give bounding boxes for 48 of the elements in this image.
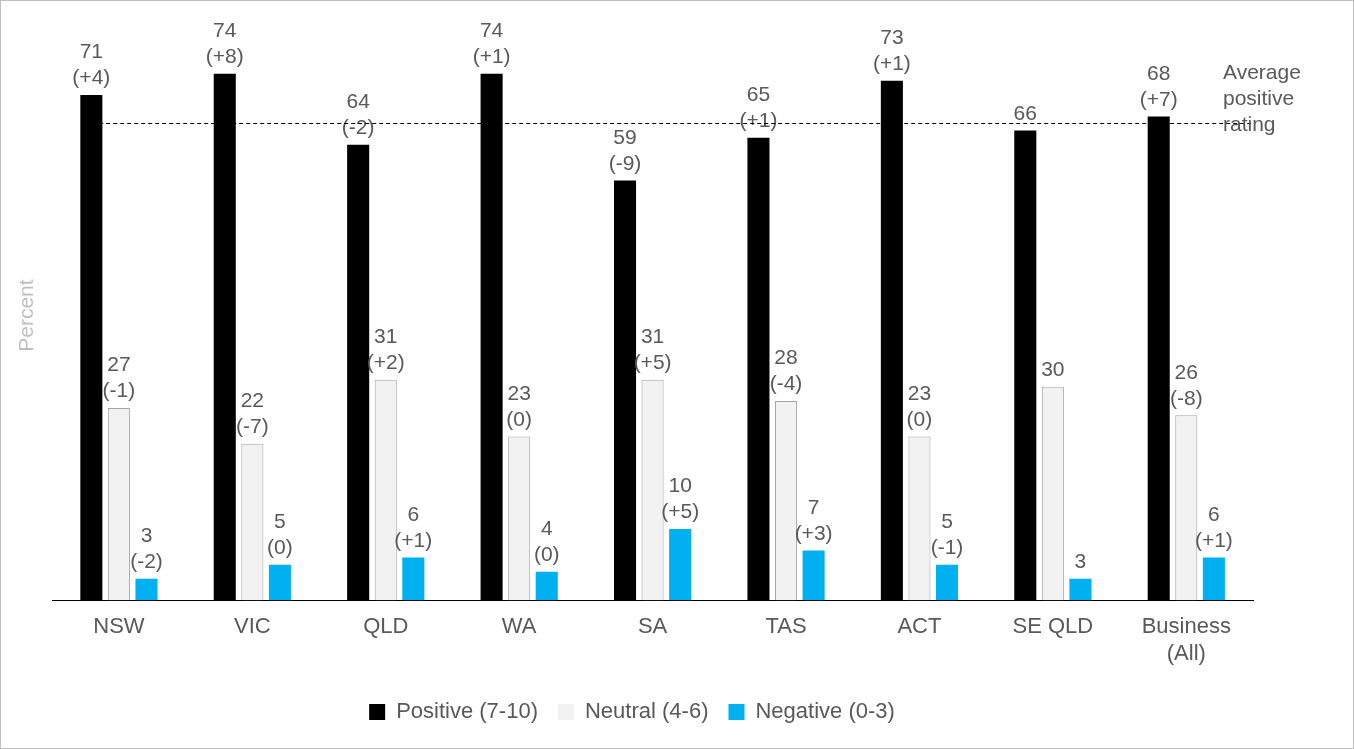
- data-label: 7 (+3): [794, 494, 833, 544]
- bar: [1069, 578, 1092, 601]
- data-label: 66: [1013, 100, 1037, 124]
- data-label: 6 (+1): [1194, 501, 1233, 551]
- data-label: 3: [1074, 549, 1087, 573]
- data-label: 74 (+1): [472, 17, 511, 67]
- bar: [402, 557, 425, 601]
- data-label: 4 (0): [533, 516, 560, 566]
- bar: [268, 564, 291, 601]
- bar: [669, 529, 692, 601]
- x-tick-label: VIC: [233, 613, 271, 639]
- bar: [135, 578, 158, 601]
- bar: [1202, 557, 1225, 601]
- data-label: 73 (+1): [872, 25, 911, 75]
- x-tick-label: Business (All): [1141, 613, 1231, 665]
- data-label: 28 (-4): [769, 345, 803, 395]
- data-label: 23 (0): [506, 380, 533, 430]
- data-label: 30: [1041, 357, 1065, 381]
- data-label: 71 (+4): [72, 39, 111, 89]
- bar: [535, 571, 558, 601]
- x-tick-label: QLD: [363, 613, 409, 639]
- data-label: 10 (+5): [661, 473, 700, 523]
- data-label: 6 (+1): [394, 501, 433, 551]
- data-label: 23 (0): [906, 380, 933, 430]
- x-tick-label: SE QLD: [1012, 613, 1094, 639]
- x-tick-label: TAS: [765, 613, 807, 639]
- x-tick-label: ACT: [897, 613, 942, 639]
- data-label: 5 (0): [267, 508, 293, 558]
- legend-label: Negative (0-3): [755, 698, 895, 724]
- data-label: 5 (-1): [930, 508, 964, 558]
- data-label: 26 (-8): [1169, 359, 1203, 409]
- data-label: 22 (-7): [236, 387, 269, 437]
- x-tick-label: NSW: [93, 613, 145, 639]
- bar: [935, 564, 959, 601]
- data-label: 64 (-2): [341, 89, 375, 139]
- bar: [802, 550, 825, 601]
- data-label: 65 (+1): [739, 82, 778, 132]
- data-label: 74 (+8): [205, 17, 244, 67]
- x-tick-label: WA: [501, 613, 537, 639]
- legend-label: Positive (7-10): [396, 698, 538, 724]
- data-label: 68 (+7): [1139, 60, 1178, 110]
- x-tick-label: SA: [637, 613, 668, 639]
- ref-line-label: Average positive rating: [1223, 59, 1301, 135]
- data-label: 27 (-1): [102, 352, 136, 402]
- data-label: 3 (-2): [130, 523, 163, 573]
- y-axis-title: Percent: [14, 279, 38, 352]
- legend-label: Neutral (4-6): [584, 698, 709, 724]
- data-label: 59 (-9): [608, 124, 642, 174]
